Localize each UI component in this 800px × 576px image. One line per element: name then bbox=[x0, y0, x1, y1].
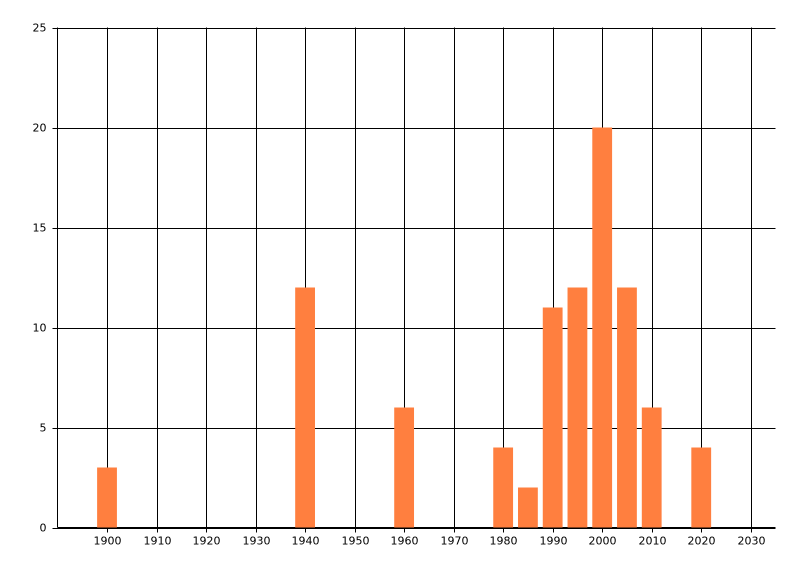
y-tick-label: 0 bbox=[40, 522, 47, 535]
bar bbox=[394, 407, 415, 528]
bar bbox=[691, 447, 712, 528]
x-tick-label: 1940 bbox=[292, 535, 320, 548]
bar bbox=[592, 127, 613, 528]
x-tick-label: 1950 bbox=[342, 535, 370, 548]
x-tick-label: 1970 bbox=[441, 535, 469, 548]
bar bbox=[641, 407, 662, 528]
x-tick-label: 1990 bbox=[540, 535, 568, 548]
bar bbox=[518, 487, 538, 528]
y-tick-label: 25 bbox=[33, 22, 47, 35]
x-tick-label: 2030 bbox=[738, 535, 766, 548]
x-tick-label: 1980 bbox=[490, 535, 518, 548]
bar bbox=[567, 287, 588, 528]
x-tick-label: 2010 bbox=[639, 535, 667, 548]
y-tick-label: 15 bbox=[33, 222, 47, 235]
x-tick-label: 1930 bbox=[243, 535, 271, 548]
bar bbox=[97, 467, 117, 528]
x-tick-label: 1920 bbox=[193, 535, 221, 548]
bar bbox=[493, 447, 514, 528]
x-tick-label: 1910 bbox=[144, 535, 172, 548]
x-tick-label: 2020 bbox=[688, 535, 716, 548]
y-tick-label: 20 bbox=[33, 122, 47, 135]
bar bbox=[617, 287, 637, 528]
x-tick-label: 1960 bbox=[391, 535, 419, 548]
y-tick-label: 10 bbox=[33, 322, 47, 335]
bar bbox=[542, 307, 563, 528]
y-tick-label: 5 bbox=[40, 422, 47, 435]
x-tick-label: 2000 bbox=[589, 535, 617, 548]
bar bbox=[295, 287, 315, 528]
x-tick-label: 1900 bbox=[94, 535, 122, 548]
